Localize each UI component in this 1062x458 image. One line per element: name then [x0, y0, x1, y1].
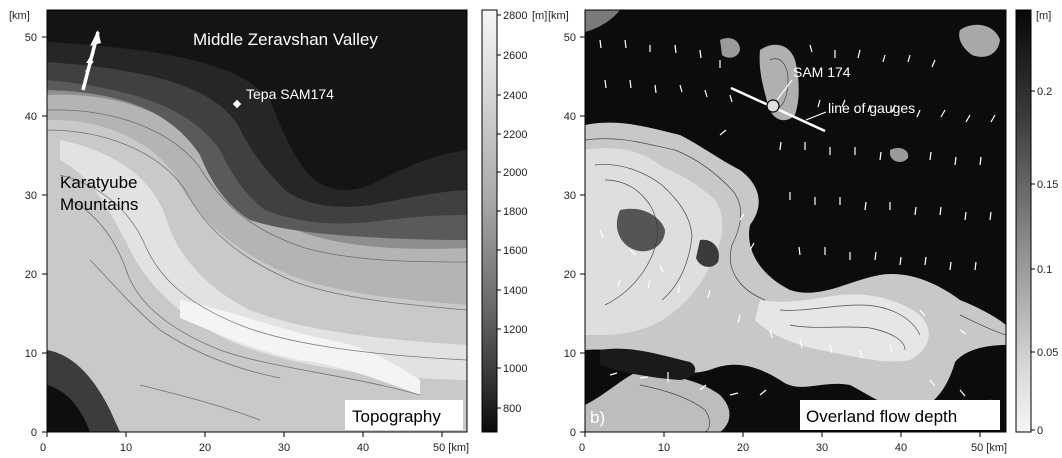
- mountains-label-line2: Mountains: [60, 195, 138, 214]
- topography-colorbar-tick: 2800: [503, 10, 527, 22]
- topography-title: Topography: [352, 407, 441, 426]
- left-y-tick: 50: [25, 32, 37, 44]
- topography-colorbar-tick: 1600: [503, 245, 527, 257]
- right-y-tick: 30: [564, 190, 576, 202]
- flow-depth-colorbar-tick: 0.2: [1037, 86, 1052, 98]
- topography-colorbar-tick: 1800: [503, 206, 527, 218]
- right-x-tick: 40: [895, 442, 907, 454]
- flow-depth-colorbar-ticks: [1031, 90, 1035, 431]
- flow-depth-map: [584, 9, 1007, 433]
- left-axes: [42, 10, 467, 437]
- left-y-tick: 40: [25, 111, 37, 123]
- station-leader: [776, 79, 793, 101]
- right-y-tick: 10: [564, 348, 576, 360]
- left-unit-label: [km]: [9, 10, 30, 22]
- topography-colorbar: [481, 9, 498, 433]
- topography-colorbar-tick: 2400: [503, 90, 527, 102]
- topography-colorbar-tick: 2000: [503, 167, 527, 179]
- right-x-tick: 20: [737, 442, 749, 454]
- left-x-tick: 10: [120, 442, 132, 454]
- flow-depth-colorbar-unit: [m]: [1036, 10, 1051, 22]
- right-y-tick: 40: [564, 111, 576, 123]
- topography-colorbar-tick: 1200: [503, 324, 527, 336]
- right-y-tick: 50: [564, 32, 576, 44]
- flow-depth-colorbar-tick: 0: [1037, 425, 1043, 437]
- flow-depth-colorbar-tick: 0.1: [1037, 264, 1052, 276]
- left-y-tick: 0: [31, 427, 37, 439]
- flow-vectors: [599, 39, 997, 406]
- topography-colorbar-tick: 2600: [503, 50, 527, 62]
- station-marker: [232, 99, 242, 109]
- right-y-tick: 20: [564, 269, 576, 281]
- topography-colorbar-tick: 2200: [503, 129, 527, 141]
- station-label: Tepa SAM174: [246, 86, 334, 102]
- right-unit-label: [km]: [548, 10, 569, 22]
- flow-depth-colorbar-tick: 0.15: [1037, 179, 1058, 191]
- right-x-tick: 50 [km]: [971, 442, 1007, 454]
- gauges-leader: [805, 111, 827, 121]
- panel-title-box: [800, 400, 1000, 430]
- valley-label: Middle Zeravshan Valley: [193, 30, 378, 49]
- right-x-tick: 0: [579, 442, 585, 454]
- left-y-tick: 20: [25, 269, 37, 281]
- topography-colorbar-tick: 1000: [503, 363, 527, 375]
- right-y-tick: 0: [570, 427, 576, 439]
- north-arrow-icon: [81, 30, 101, 91]
- right-x-tick: 10: [658, 442, 670, 454]
- mountains-label-line1: Karatyube: [60, 173, 138, 192]
- left-x-tick: 20: [199, 442, 211, 454]
- topography-colorbar-tick: 800: [503, 403, 521, 415]
- left-y-tick: 30: [25, 190, 37, 202]
- topography-colorbar-tick: 1400: [503, 285, 527, 297]
- flow-depth-colorbar-tick: 0.05: [1037, 347, 1058, 359]
- left-x-tick: 40: [357, 442, 369, 454]
- left-x-tick: 0: [40, 442, 46, 454]
- right-x-tick: 30: [816, 442, 828, 454]
- station-marker: [766, 99, 780, 113]
- flow-depth-title: Overland flow depth: [806, 407, 957, 426]
- left-x-tick: 50 [km]: [433, 442, 469, 454]
- station-label-right: SAM 174: [793, 64, 851, 80]
- panel-letter-b: b): [590, 408, 605, 427]
- left-y-tick: 10: [25, 348, 37, 360]
- right-axes: [580, 10, 1006, 437]
- panel-title-box: [345, 400, 463, 430]
- left-x-tick: 30: [278, 442, 290, 454]
- topography-colorbar-ticks: [497, 14, 501, 409]
- gauges-label: line of gauges: [828, 100, 915, 116]
- flow-depth-colorbar: [1015, 9, 1032, 433]
- topography-map: [46, 9, 468, 433]
- topography-colorbar-unit: [m]: [532, 10, 547, 22]
